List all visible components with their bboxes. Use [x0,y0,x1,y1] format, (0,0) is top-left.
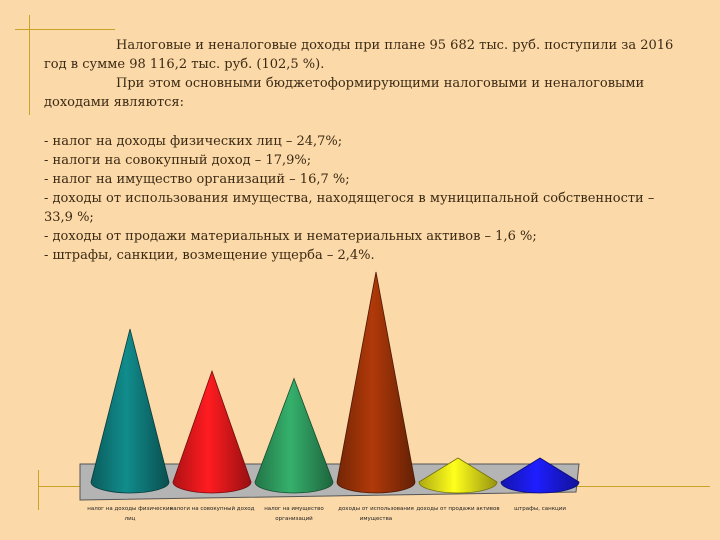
x-tick-label: штрафы, санкции [514,506,566,512]
x-tick-label: лиц [125,516,136,522]
cone-bar [419,458,497,493]
cone-bar [337,272,415,493]
x-tick-label: налог на доходы физических [87,506,173,512]
x-tick-label: налоги на совокупный доход [170,505,255,512]
x-tick-label: организаций [275,515,313,522]
x-tick-label: доходы от использования [338,506,414,512]
x-tick-label: доходы от продажи активов [416,506,499,512]
x-tick-label: налог на имущество [264,506,324,512]
x-tick-label: имущества [360,516,392,522]
cone-bar [91,329,169,493]
cone-bar [501,458,579,493]
cone-bar [173,371,251,493]
cone-bar [255,379,333,493]
